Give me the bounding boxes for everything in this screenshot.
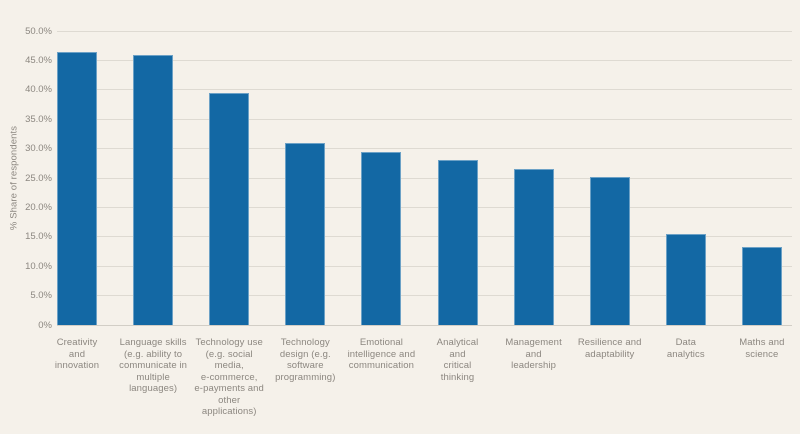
y-tick-label: 10.0%: [25, 260, 52, 272]
gridline: [57, 59, 792, 61]
bar: [437, 159, 478, 325]
gridline: [57, 148, 792, 150]
bar: [513, 169, 554, 325]
bar: [133, 55, 174, 325]
y-tick-label: 35.0%: [25, 113, 52, 125]
y-tick-label: 45.0%: [25, 54, 52, 66]
gridline: [57, 177, 792, 179]
y-tick-label: 20.0%: [25, 201, 52, 213]
y-tick-label: 25.0%: [25, 172, 52, 184]
gridline: [57, 265, 792, 267]
x-axis-line: [57, 324, 792, 326]
y-tick-label: 30.0%: [25, 143, 52, 155]
gridline: [57, 118, 792, 120]
bar: [589, 176, 630, 325]
y-tick-label: 5.0%: [30, 290, 52, 302]
x-category-label: Language skills (e.g. ability to communi…: [119, 337, 188, 394]
x-category-label: Technology design (e.g. software program…: [275, 337, 336, 383]
bar: [741, 247, 782, 325]
y-tick-label: 40.0%: [25, 84, 52, 96]
y-tick-label: 50.0%: [25, 25, 52, 37]
y-tick-label: 0%: [38, 319, 52, 331]
x-category-label: Data analytics: [666, 337, 705, 360]
bar: [361, 151, 402, 325]
gridline: [57, 236, 792, 238]
y-tick-label: 15.0%: [25, 231, 52, 243]
gridline: [57, 206, 792, 208]
x-category-label: Management and leadership: [505, 337, 562, 371]
x-category-label: Emotional intelligence and communication: [347, 337, 416, 371]
bar: [665, 234, 706, 325]
bar: [285, 142, 326, 325]
bar: [209, 93, 250, 325]
bar: [57, 51, 97, 325]
gridline: [57, 30, 792, 32]
x-category-label: Technology use (e.g. social media, e-com…: [194, 337, 264, 417]
gridline: [57, 89, 792, 91]
x-category-label: Resilience and adaptability: [577, 337, 642, 360]
x-category-label: Creativity and innovation: [54, 337, 100, 371]
x-category-label: Maths and science: [739, 337, 785, 360]
x-category-label: Analytical and critical thinking: [436, 337, 479, 383]
gridline: [57, 295, 792, 297]
